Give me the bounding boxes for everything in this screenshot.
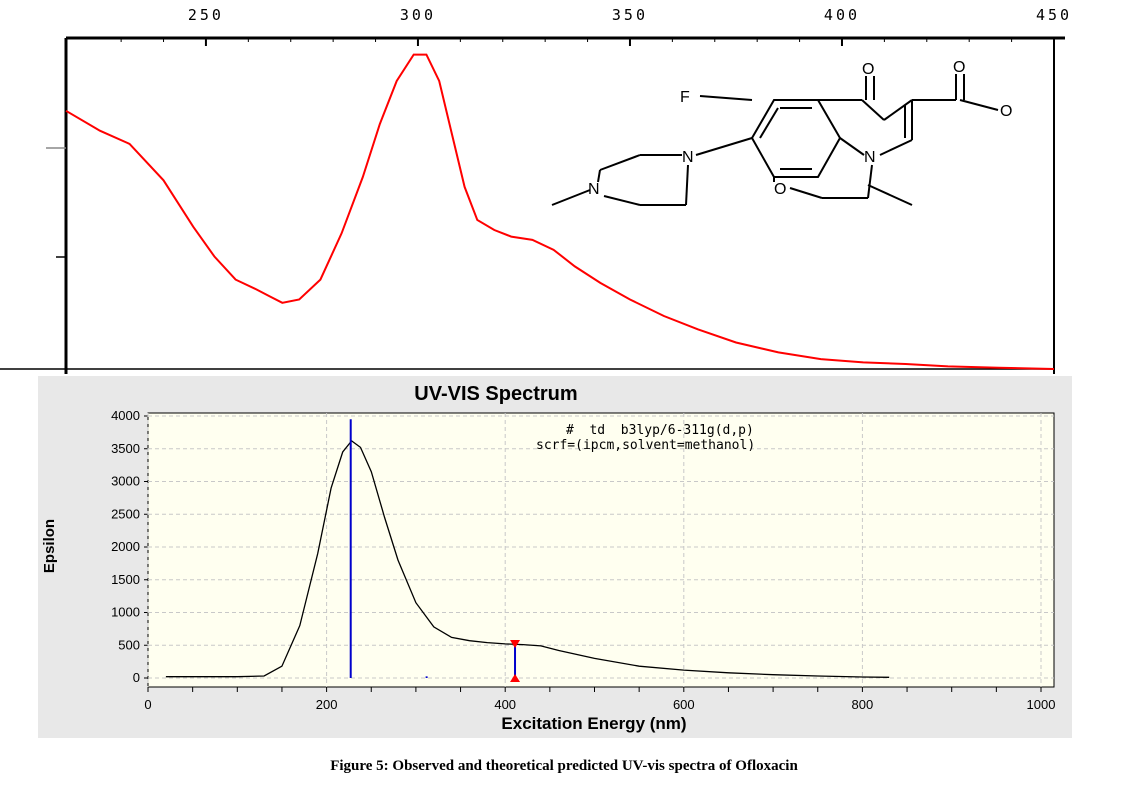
top-x-tick-label: 450 — [1036, 6, 1072, 24]
y-axis-label: Epsilon — [41, 519, 58, 573]
x-tick-label: 800 — [852, 697, 874, 712]
x-tick-labels: 0 200 400 600 800 1000 — [144, 697, 1055, 712]
x-axis-label: Excitation Energy (nm) — [501, 714, 686, 733]
ring-nitrogen-label: N — [864, 149, 876, 166]
chart-title: UV-VIS Spectrum — [414, 383, 577, 405]
top-minor-ticks — [120, 38, 1055, 46]
top-x-tick-labels: 250 300 350 400 450 — [188, 6, 1072, 24]
marker-bottom-triangle — [510, 674, 521, 682]
observed-spectrum-line — [65, 53, 1055, 370]
grid-lines — [144, 413, 1054, 692]
predicted-spectrum-chart: UV-VIS Spectrum 050010001500200025003000… — [41, 383, 1055, 733]
annotation-line-2: scrf=(ipcm,solvent=methanol) — [536, 438, 755, 453]
y-tick-label: 3000 — [111, 474, 140, 489]
structure-atom-labels: F O O O N N N O — [588, 59, 1012, 198]
selected-transition-marker — [510, 639, 521, 682]
x-tick-label: 400 — [494, 697, 516, 712]
y-tick-label: 1000 — [111, 605, 140, 620]
x-tick-label: 200 — [316, 697, 338, 712]
x-tick-label: 1000 — [1027, 697, 1056, 712]
top-x-tick-label: 250 — [188, 6, 224, 24]
keto-oxygen-label: O — [862, 61, 874, 78]
acid-oxygen-label: O — [953, 59, 965, 76]
top-x-tick-label: 300 — [400, 6, 436, 24]
y-tick-label: 500 — [118, 637, 140, 652]
fluorine-label: F — [680, 89, 690, 106]
y-tick-label: 1500 — [111, 572, 140, 587]
x-tick-label: 0 — [144, 697, 151, 712]
piperazine-methyl-nitrogen-label: N — [588, 181, 600, 198]
observed-spectrum-chart: 250 300 350 400 450 — [0, 6, 1072, 374]
figure-caption: Figure 5: Observed and theoretical predi… — [330, 758, 798, 774]
ether-oxygen-label: O — [774, 181, 786, 198]
y-tick-labels: 0 500 1000 1500 2000 2500 3000 3500 4000 — [111, 408, 140, 685]
piperazine-nitrogen-label: N — [682, 149, 694, 166]
marker-top-triangle — [510, 639, 521, 648]
acid-hydroxyl-label: O — [1000, 103, 1012, 120]
top-x-tick-label: 400 — [824, 6, 860, 24]
y-tick-label: 4000 — [111, 408, 140, 423]
plot-area — [147, 412, 1055, 688]
ofloxacin-structure — [551, 74, 999, 206]
predicted-spectrum-line — [165, 440, 890, 678]
x-tick-label: 600 — [673, 697, 695, 712]
y-tick-label: 3500 — [111, 441, 140, 456]
annotation-line-1: # td b3lyp/6-311g(d,p) — [566, 423, 754, 438]
top-x-tick-label: 350 — [612, 6, 648, 24]
y-tick-label: 2000 — [111, 539, 140, 554]
y-tick-label: 0 — [133, 670, 140, 685]
y-tick-label: 2500 — [111, 506, 140, 521]
oscillator-sticks — [349, 419, 517, 678]
predicted-spectrum-panel: UV-VIS Spectrum 0 500 1000 1500 2000 2500 3000… — [38, 376, 1072, 738]
